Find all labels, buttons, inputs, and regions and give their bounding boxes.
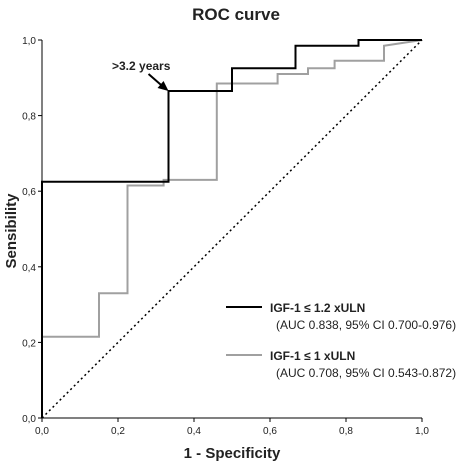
x-tick-label: 0,8 bbox=[339, 426, 353, 437]
y-tick-label: 0,8 bbox=[22, 112, 36, 123]
x-axis-title: 1 - Specificity bbox=[184, 445, 281, 462]
legend: IGF-1 ≤ 1.2 xULN (AUC 0.838, 95% CI 0.70… bbox=[226, 301, 456, 380]
y-tick-label: 0,6 bbox=[22, 187, 36, 198]
roc-line-igf1-le-1-2 bbox=[41, 39, 422, 418]
annotation-arrow-head bbox=[157, 81, 169, 92]
y-tick-label: 1,0 bbox=[22, 36, 36, 47]
y-axis-title: Sensibility bbox=[3, 193, 20, 269]
roc-line-igf1-le-1 bbox=[41, 39, 423, 418]
series-layer bbox=[41, 39, 423, 419]
x-tick-label: 0,6 bbox=[263, 426, 277, 437]
y-tick-label: 0,0 bbox=[22, 414, 36, 425]
x-tick-label: 0,2 bbox=[111, 426, 125, 437]
annotation-group: >3.2 years bbox=[112, 59, 171, 92]
axes: 0,0 0,2 0,4 0,6 0,8 1,0 0,0 0,2 0,4 0,6 0,8 1,0 bbox=[22, 36, 429, 437]
legend-label-igf1-1: IGF-1 ≤ 1 xULN bbox=[270, 349, 355, 363]
legend-label-igf1-1-2: IGF-1 ≤ 1.2 xULN bbox=[270, 301, 365, 315]
legend-detail-igf1-1-2: (AUC 0.838, 95% CI 0.700-0.976) bbox=[276, 318, 456, 332]
x-tick-label: 0,4 bbox=[187, 426, 201, 437]
x-tick-label: 0,0 bbox=[35, 426, 49, 437]
y-tick-label: 0,4 bbox=[22, 263, 36, 274]
annotation-label: >3.2 years bbox=[112, 59, 171, 73]
x-tick-label: 1,0 bbox=[415, 426, 429, 437]
y-tick-label: 0,2 bbox=[22, 338, 36, 349]
chart-title: ROC curve bbox=[192, 5, 280, 24]
legend-detail-igf1-1: (AUC 0.708, 95% CI 0.543-0.872) bbox=[276, 366, 456, 380]
reference-diagonal bbox=[41, 39, 423, 419]
